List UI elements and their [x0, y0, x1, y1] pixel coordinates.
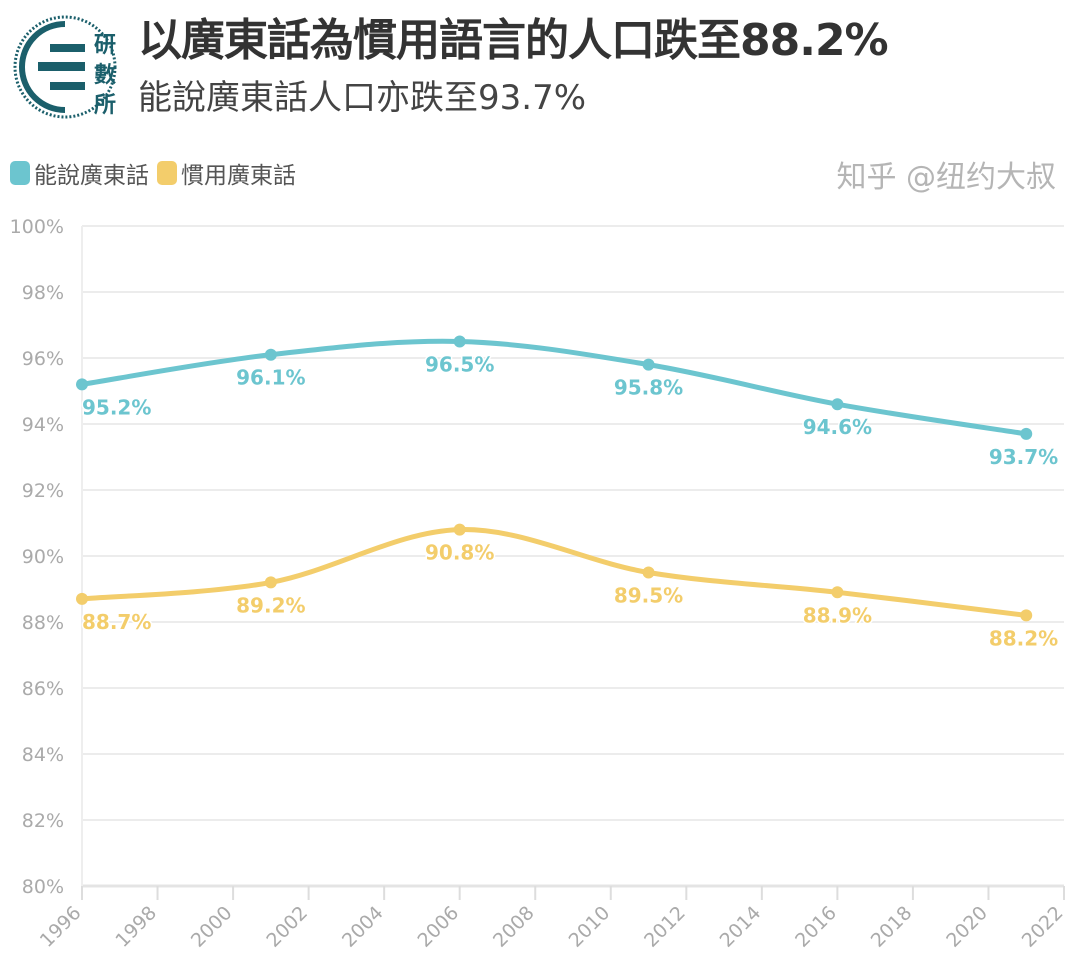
- y-tick-label: 92%: [22, 480, 64, 502]
- data-label: 96.5%: [425, 353, 494, 377]
- svg-text:研: 研: [94, 33, 116, 58]
- y-tick-label: 96%: [22, 348, 64, 370]
- data-label: 89.5%: [614, 584, 683, 608]
- y-tick-label: 84%: [22, 744, 64, 766]
- y-tick-label: 94%: [22, 414, 64, 436]
- data-label: 88.9%: [803, 603, 872, 627]
- chart-subtitle: 能說廣東話人口亦跌至93.7%: [138, 78, 587, 118]
- logo: 研 數 所: [13, 15, 117, 119]
- x-tick-label: 2018: [867, 902, 917, 952]
- data-point: [453, 335, 466, 348]
- data-label: 93.7%: [989, 445, 1058, 469]
- y-tick-label: 100%: [10, 216, 64, 238]
- svg-text:數: 數: [94, 63, 116, 88]
- data-label: 89.2%: [236, 593, 305, 617]
- legend-item-speak[interactable]: 能說廣東話: [10, 156, 149, 190]
- data-label: 88.2%: [989, 626, 1058, 650]
- x-tick-label: 2002: [262, 902, 312, 952]
- data-point: [1020, 427, 1033, 440]
- data-label: 94.6%: [803, 415, 872, 439]
- y-tick-label: 98%: [22, 282, 64, 304]
- data-point: [264, 576, 277, 589]
- series-line: [81, 338, 1027, 437]
- data-label: 88.7%: [82, 610, 151, 634]
- x-tick-label: 2016: [791, 902, 841, 952]
- x-tick-label: 1998: [111, 902, 161, 952]
- legend-swatch: [157, 161, 177, 185]
- chart-title: 以廣東話為慣用語言的人口跌至88.2%: [138, 15, 889, 66]
- data-point: [453, 523, 466, 536]
- legend: 能說廣東話 慣用廣東話: [10, 156, 304, 190]
- x-tick-label: 2012: [640, 902, 690, 952]
- svg-text:所: 所: [94, 93, 116, 118]
- data-point: [76, 592, 88, 605]
- data-point: [76, 378, 88, 391]
- data-point: [1020, 609, 1033, 622]
- x-tick-label: 2000: [187, 902, 237, 952]
- data-point: [264, 348, 277, 361]
- data-label: 95.2%: [82, 395, 151, 419]
- legend-item-usual[interactable]: 慣用廣東話: [157, 156, 296, 190]
- legend-label: 慣用廣東話: [181, 163, 296, 189]
- data-point: [831, 586, 844, 599]
- legend-label: 能說廣東話: [34, 163, 149, 189]
- y-tick-label: 82%: [22, 810, 64, 832]
- x-tick-label: 2008: [489, 902, 539, 952]
- data-label: 95.8%: [614, 376, 683, 400]
- legend-swatch: [10, 161, 30, 185]
- series-line: [81, 527, 1027, 618]
- data-point: [642, 358, 655, 371]
- x-tick-label: 2014: [716, 902, 766, 952]
- y-tick-label: 80%: [22, 876, 64, 898]
- x-tick-label: 2010: [565, 902, 615, 952]
- data-point: [831, 398, 844, 411]
- x-tick-label: 2004: [338, 902, 388, 952]
- y-tick-label: 90%: [22, 546, 64, 568]
- x-tick-label: 1996: [36, 902, 86, 952]
- watermark: 知乎 @纽约大叔: [836, 160, 1056, 195]
- y-tick-label: 88%: [22, 612, 64, 634]
- y-tick-label: 86%: [22, 678, 64, 700]
- data-label: 90.8%: [425, 541, 494, 565]
- x-tick-label: 2022: [1018, 902, 1068, 952]
- data-point: [642, 566, 655, 579]
- x-tick-label: 2020: [942, 902, 992, 952]
- x-tick-label: 2006: [413, 902, 463, 952]
- data-label: 96.1%: [236, 366, 305, 390]
